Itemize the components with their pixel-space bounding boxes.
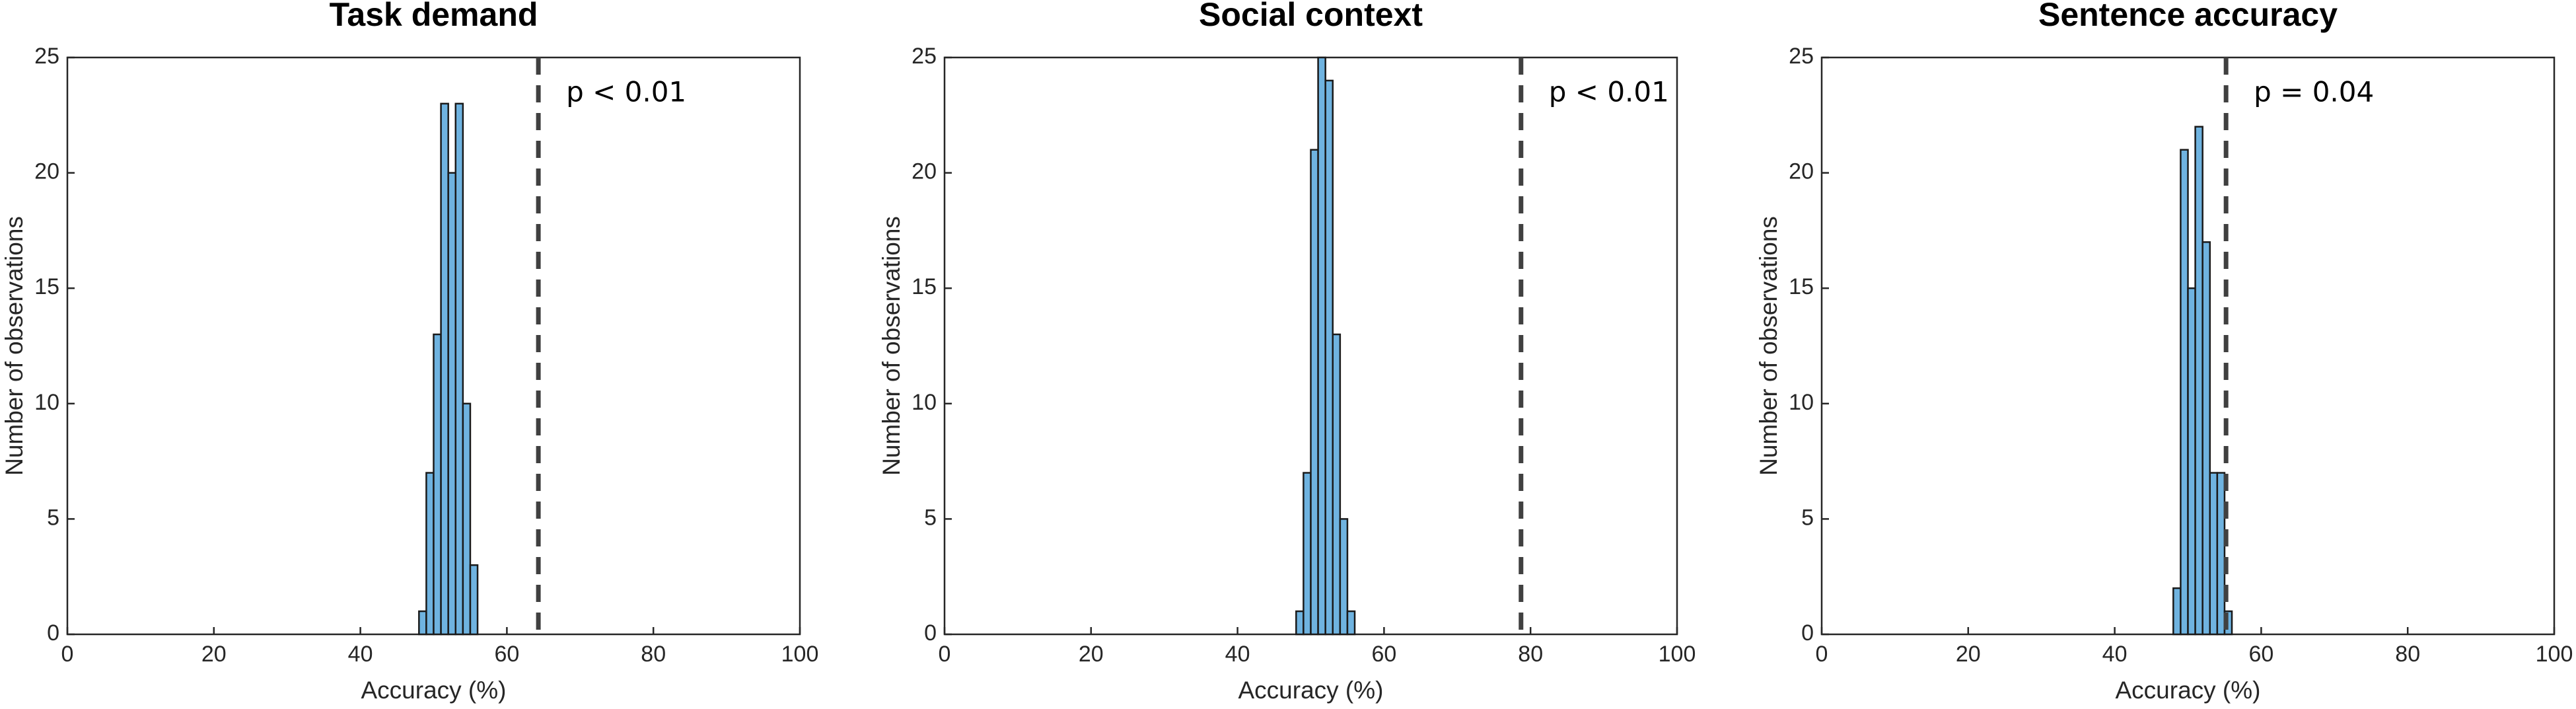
x-tick-label: 60 (494, 642, 519, 667)
x-tick-label: 40 (1225, 642, 1250, 667)
annotation: p < 0.01 (1549, 76, 1669, 108)
y-tick-label: 5 (924, 505, 937, 530)
y-tick-label: 15 (34, 274, 59, 299)
y-tick-label: 15 (912, 274, 937, 299)
y-tick-label: 0 (924, 620, 937, 646)
y-tick-label: 10 (912, 390, 937, 415)
x-tick-label: 60 (1371, 642, 1396, 667)
bar (418, 610, 427, 636)
bar (1303, 472, 1312, 636)
x-tick-label: 20 (1079, 642, 1104, 667)
y-tick-label: 25 (912, 44, 937, 69)
bar (2194, 126, 2203, 636)
bar (1317, 56, 1326, 636)
bar (2172, 587, 2182, 636)
y-tick-label: 20 (1789, 159, 1814, 184)
bar (447, 172, 457, 636)
bar (454, 102, 464, 636)
bar (469, 564, 479, 636)
y-tick-label: 0 (1801, 620, 1814, 646)
y-tick-label: 20 (34, 159, 59, 184)
bar (1332, 333, 1342, 636)
x-tick-label: 100 (1659, 642, 1696, 667)
x-tick-label: 40 (348, 642, 373, 667)
y-tick-label: 10 (34, 390, 59, 415)
bar (2187, 287, 2196, 636)
y-tick-label: 5 (1801, 505, 1814, 530)
bar (1310, 149, 1319, 636)
y-axis-label: Number of observations (1755, 216, 1782, 476)
x-tick-label: 0 (1816, 642, 1828, 667)
bar (1324, 79, 1334, 636)
y-tick-label: 20 (912, 159, 937, 184)
x-tick-label: 100 (2536, 642, 2573, 667)
y-tick-label: 15 (1789, 274, 1814, 299)
annotation: p = 0.04 (2254, 76, 2374, 108)
bar (2180, 149, 2189, 636)
x-tick-label: 80 (1518, 642, 1543, 667)
x-tick-label: 100 (781, 642, 819, 667)
y-tick-label: 0 (47, 620, 59, 646)
y-axis-label: Number of observations (878, 216, 905, 476)
bar (440, 102, 449, 636)
bar (433, 333, 442, 636)
chart-title: Task demand (330, 0, 538, 33)
bar (2216, 472, 2226, 636)
y-tick-label: 10 (1789, 390, 1814, 415)
bar (1339, 518, 1349, 636)
bar (425, 472, 435, 636)
chart-title: Sentence accuracy (2038, 0, 2338, 33)
y-tick-label: 5 (47, 505, 59, 530)
x-axis-label: Accuracy (%) (1238, 677, 1384, 704)
x-tick-label: 80 (641, 642, 666, 667)
bar (1295, 610, 1305, 636)
y-axis-label: Number of observations (1, 216, 28, 476)
annotation: p < 0.01 (566, 76, 686, 108)
bar (462, 402, 472, 636)
x-tick-label: 60 (2248, 642, 2273, 667)
x-tick-label: 20 (201, 642, 227, 667)
x-tick-label: 0 (939, 642, 951, 667)
x-tick-label: 80 (2395, 642, 2420, 667)
y-tick-label: 25 (1789, 44, 1814, 69)
bar (2201, 241, 2211, 636)
x-axis-label: Accuracy (%) (2116, 677, 2261, 704)
x-axis-label: Accuracy (%) (361, 677, 507, 704)
y-tick-label: 25 (34, 44, 59, 69)
x-tick-label: 0 (61, 642, 74, 667)
bar (1346, 610, 1356, 636)
chart-title: Social context (1199, 0, 1423, 33)
bar (2209, 472, 2219, 636)
x-tick-label: 40 (2102, 642, 2128, 667)
x-tick-label: 20 (1956, 642, 1981, 667)
